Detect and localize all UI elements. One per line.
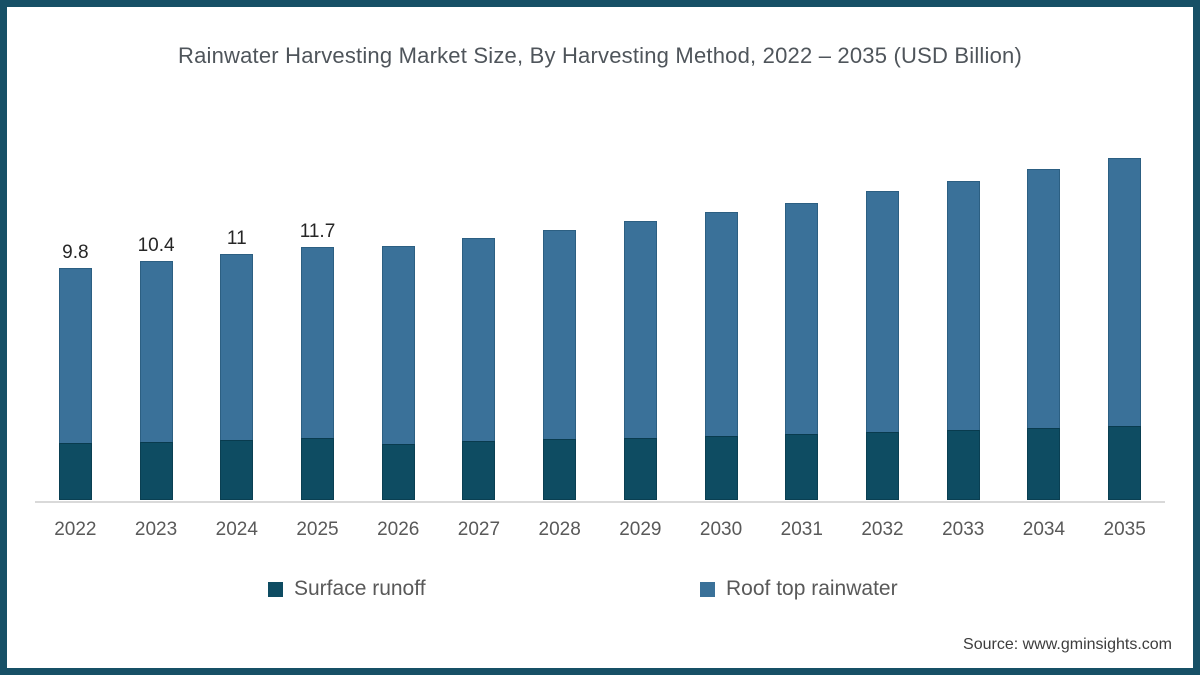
x-axis-tick-2026: 2026 <box>377 519 420 540</box>
x-axis-tick-2022: 2022 <box>54 519 97 540</box>
bar-segment-surface-2026 <box>381 444 415 500</box>
bar-segment-surface-2033 <box>946 430 980 500</box>
x-axis-tick-2024: 2024 <box>215 519 258 540</box>
bar-segment-surface-2025 <box>301 438 334 500</box>
bar-segment-rooftop-2028 <box>543 230 577 439</box>
x-axis-tick-2035: 2035 <box>1103 519 1146 540</box>
bar-segment-rooftop-2030 <box>704 212 738 436</box>
bar-segment-surface-2023 <box>139 442 173 500</box>
bar-segment-surface-2030 <box>704 436 738 500</box>
bar-segment-surface-2035 <box>1108 426 1142 500</box>
data-label-2022: 9.8 <box>62 242 89 263</box>
bar-segment-surface-2028 <box>543 439 577 500</box>
bar-segment-rooftop-2023 <box>139 261 173 442</box>
x-axis-tick-2028: 2028 <box>538 519 581 540</box>
bar-segment-rooftop-2031 <box>785 203 819 434</box>
bar-segment-surface-2031 <box>785 434 819 500</box>
data-label-2024: 11 <box>226 228 247 249</box>
bar-segment-rooftop-2027 <box>462 238 496 441</box>
bar-segment-rooftop-2029 <box>623 221 657 438</box>
data-label-2025: 11.7 <box>299 221 336 242</box>
x-axis-tick-2033: 2033 <box>942 519 985 540</box>
bar-plot-area: 9.8 2022 10.4 2023 11 2024 11.7 2025 2026 2027 202… <box>7 7 1193 668</box>
bar-segment-rooftop-2024 <box>220 254 254 440</box>
bar-segment-surface-2024 <box>220 440 254 500</box>
x-axis-tick-2032: 2032 <box>861 519 904 540</box>
bar-segment-surface-2029 <box>623 438 657 500</box>
bar-segment-rooftop-2034 <box>1027 169 1061 428</box>
legend-swatch-icon <box>700 581 715 597</box>
source-attribution: Source: www.gminsights.com <box>963 636 1172 653</box>
x-axis-tick-2031: 2031 <box>780 519 823 540</box>
bar-segment-rooftop-2026 <box>381 246 415 444</box>
x-axis-tick-2034: 2034 <box>1022 519 1066 540</box>
x-axis-line <box>35 501 1165 503</box>
x-axis-tick-2029: 2029 <box>619 519 662 540</box>
legend-swatch-icon <box>268 581 283 597</box>
bar-segment-surface-2027 <box>462 441 496 500</box>
legend-item-surface-runoff: Surface runoff <box>268 577 426 601</box>
legend-label: Surface runoff <box>294 577 426 600</box>
bar-segment-surface-2034 <box>1027 428 1061 500</box>
bar-segment-surface-2032 <box>866 432 899 500</box>
legend-item-roof-top-rainwater: Roof top rainwater <box>700 577 898 601</box>
chart-title: Rainwater Harvesting Market Size, By Har… <box>177 43 1022 68</box>
bar-segment-rooftop-2035 <box>1108 158 1142 426</box>
data-label-2023: 10.4 <box>137 235 175 256</box>
x-axis-tick-2023: 2023 <box>134 519 178 540</box>
bar-segment-rooftop-2032 <box>866 191 899 432</box>
x-axis-tick-2027: 2027 <box>457 519 501 540</box>
legend-label: Roof top rainwater <box>726 577 898 600</box>
bar-segment-rooftop-2025 <box>301 247 334 438</box>
x-axis-tick-2030: 2030 <box>699 519 743 540</box>
x-axis-tick-2025: 2025 <box>296 519 339 540</box>
bar-segment-surface-2022 <box>58 443 92 500</box>
chart-canvas: Rainwater Harvesting Market Size, By Har… <box>7 7 1193 668</box>
bar-segment-rooftop-2022 <box>58 268 92 443</box>
bar-segment-rooftop-2033 <box>946 181 980 430</box>
